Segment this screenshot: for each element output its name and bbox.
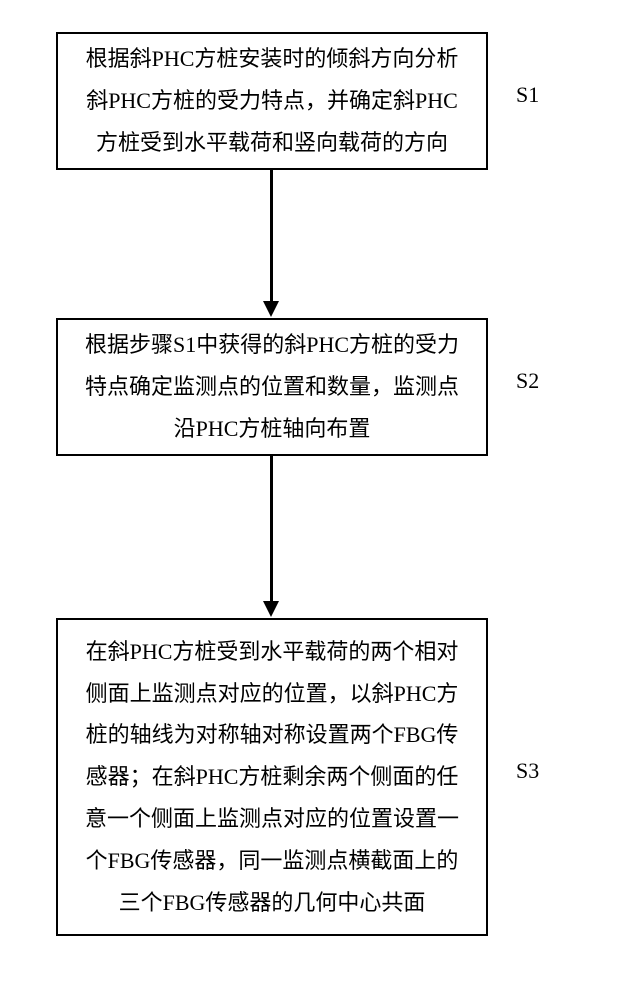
arrow-head-1 [263,301,279,317]
box-text: 根据步骤S1中获得的斜PHC方桩的受力特点确定监测点的位置和数量，监测点沿PHC… [78,324,466,449]
flowchart-box-s2: 根据步骤S1中获得的斜PHC方桩的受力特点确定监测点的位置和数量，监测点沿PHC… [56,318,488,456]
box-text: 根据斜PHC方桩安装时的倾斜方向分析斜PHC方桩的受力特点，并确定斜PHC方桩受… [78,38,466,163]
flowchart-box-s3: 在斜PHC方桩受到水平载荷的两个相对侧面上监测点对应的位置，以斜PHC方桩的轴线… [56,618,488,936]
arrow-head-2 [263,601,279,617]
box-text: 在斜PHC方桩受到水平载荷的两个相对侧面上监测点对应的位置，以斜PHC方桩的轴线… [78,631,466,924]
arrow-line-1 [270,170,273,302]
arrow-line-2 [270,456,273,602]
flowchart-container: 根据斜PHC方桩安装时的倾斜方向分析斜PHC方桩的受力特点，并确定斜PHC方桩受… [0,0,617,1000]
step-label-s3: S3 [516,758,539,784]
step-label-s2: S2 [516,368,539,394]
step-label-s1: S1 [516,82,539,108]
flowchart-box-s1: 根据斜PHC方桩安装时的倾斜方向分析斜PHC方桩的受力特点，并确定斜PHC方桩受… [56,32,488,170]
